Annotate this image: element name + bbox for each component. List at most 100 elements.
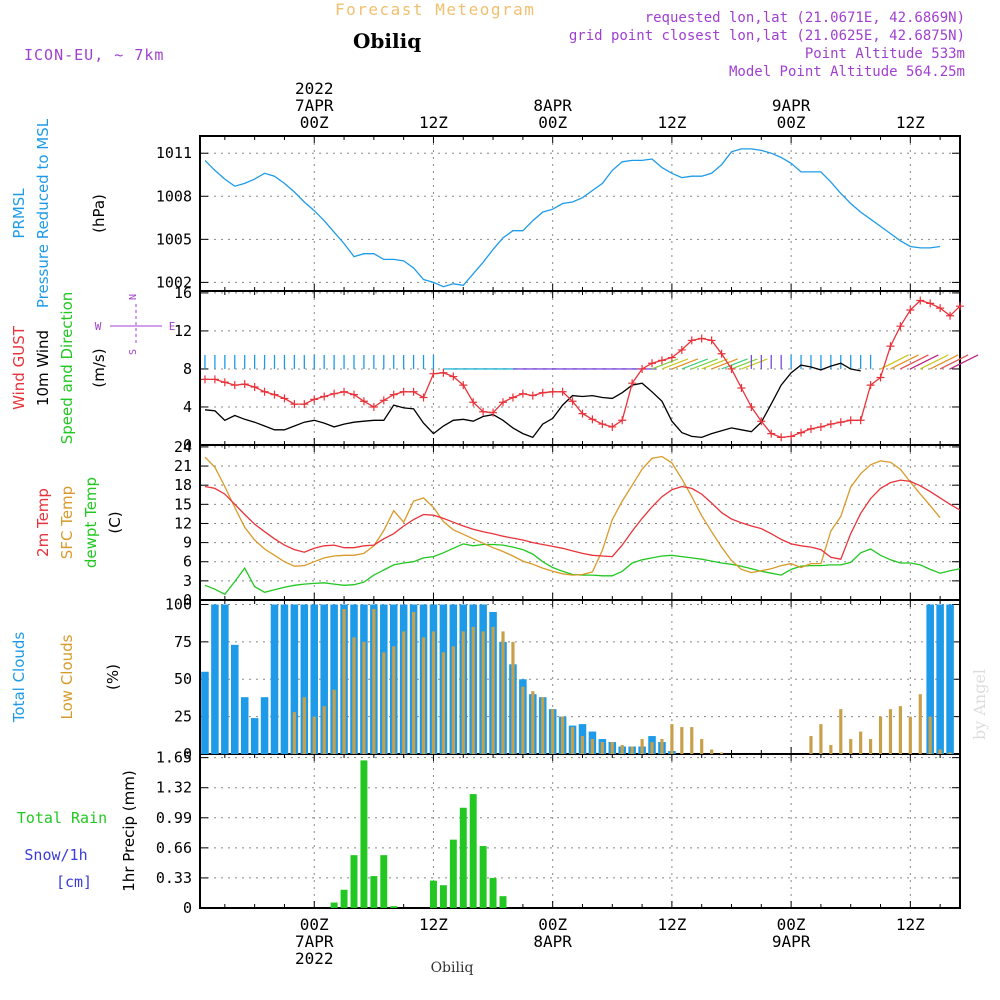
requested-coords: requested lon,lat (21.0671E, 42.6869N) [645, 10, 965, 26]
gust-marker [727, 364, 736, 373]
panel-label-wind: Wind GUST [10, 325, 28, 410]
total-cloud-bar [201, 671, 209, 754]
point-altitude: Point Altitude 533m [805, 46, 965, 62]
gust-marker [816, 422, 825, 431]
low-cloud-bar [372, 608, 376, 754]
low-cloud-bar [610, 742, 614, 754]
low-cloud-bar [531, 691, 535, 754]
gust-marker [777, 433, 786, 442]
bottom-time-label: 7APR [295, 932, 334, 951]
y-tick-label: 1011 [156, 144, 192, 162]
low-cloud-bar [928, 716, 932, 754]
top-time-label: 00Z [538, 113, 567, 132]
gust-marker [946, 311, 955, 320]
compass-e: E [169, 320, 176, 333]
wind-arrow [731, 358, 758, 370]
total-cloud-bar [926, 604, 934, 754]
panel-label-temp: (C) [106, 511, 124, 533]
low-cloud-bar [680, 727, 684, 754]
low-cloud-bar [839, 709, 843, 754]
y-tick-label: 24 [174, 438, 192, 456]
low-cloud-bar [312, 716, 316, 754]
total-cloud-bar [330, 604, 338, 754]
wind-arrow [671, 358, 699, 370]
gust-marker [936, 304, 945, 313]
model-point-altitude: Model Point Altitude 564.25m [729, 64, 965, 80]
2m-temp-line [204, 479, 961, 560]
panel-label-wind: (m/s) [90, 348, 108, 387]
bottom-time-label: 00Z [777, 915, 806, 934]
y-tick-label: 12 [174, 514, 192, 532]
gust-marker [926, 299, 935, 308]
low-cloud-bar [888, 709, 893, 754]
bottom-time-label: 9APR [772, 932, 811, 951]
low-cloud-bar [481, 631, 485, 754]
gust-marker [717, 349, 726, 358]
gust-marker [866, 381, 875, 390]
gust-marker [449, 372, 458, 381]
gust-marker [628, 379, 637, 388]
gust-marker [916, 296, 925, 305]
y-tick-label: 1.65 [156, 749, 192, 767]
gust-marker [300, 400, 309, 409]
gust-marker [459, 381, 468, 390]
gust-marker [399, 387, 408, 396]
gust-marker [588, 415, 597, 424]
low-cloud-bar [441, 652, 445, 754]
panel-label-wind: Speed and Direction [58, 292, 76, 445]
gust-marker [846, 416, 855, 425]
y-tick-label: 0.66 [156, 839, 192, 857]
y-tick-label: 0.33 [156, 869, 192, 887]
gust-marker [479, 407, 488, 416]
low-cloud-bar [670, 724, 674, 754]
rain-bar [370, 876, 378, 908]
y-tick-label: 21 [174, 457, 192, 475]
gust-marker [359, 397, 368, 406]
gust-marker [806, 424, 815, 433]
bottom-time-label: 12Z [657, 915, 686, 934]
gust-marker [310, 395, 319, 404]
low-cloud-bar [402, 631, 406, 754]
panel-label-clouds: Total Clouds [10, 632, 28, 724]
wind-arrow [741, 358, 768, 370]
low-cloud-bar [451, 646, 455, 754]
total-cloud-bar [221, 604, 229, 754]
low-cloud-bar [938, 749, 942, 754]
total-cloud-bar [230, 644, 239, 754]
wind-arrow [661, 358, 689, 370]
wind-arrow [880, 354, 909, 370]
gust-marker [240, 380, 249, 389]
y-tick-label: 25 [174, 708, 192, 726]
top-time-label: 7APR [295, 96, 334, 115]
wind-arrow [900, 354, 929, 370]
gust-marker [290, 400, 299, 409]
gust-marker [340, 387, 349, 396]
low-cloud-bar [421, 637, 426, 754]
y-tick-label: 3 [183, 572, 192, 590]
total-cloud-bar [270, 604, 279, 754]
low-cloud-bar [630, 746, 634, 754]
total-cloud-bar [280, 604, 289, 754]
gust-marker [638, 364, 647, 373]
gust-marker [687, 336, 696, 345]
gust-marker [508, 393, 517, 402]
gust-marker [330, 389, 339, 398]
low-cloud-bar [710, 749, 714, 754]
panel-label-temp: dewpt Temp [82, 477, 100, 568]
gust-marker [220, 378, 229, 387]
low-cloud-bar [511, 641, 515, 754]
low-cloud-bar [868, 739, 873, 754]
low-cloud-bar [809, 736, 813, 754]
gust-marker [697, 334, 706, 343]
gust-marker [797, 428, 806, 437]
wind-arrow [929, 354, 959, 370]
wind-arrow [701, 358, 728, 370]
panel-label-temp: 2m Temp [34, 488, 52, 557]
gust-marker [826, 420, 835, 429]
total-cloud-bar [290, 604, 299, 754]
credit-text: by Angel [970, 669, 989, 740]
gust-marker [419, 393, 428, 402]
low-cloud-bar [580, 736, 585, 754]
gust-marker [489, 408, 498, 417]
